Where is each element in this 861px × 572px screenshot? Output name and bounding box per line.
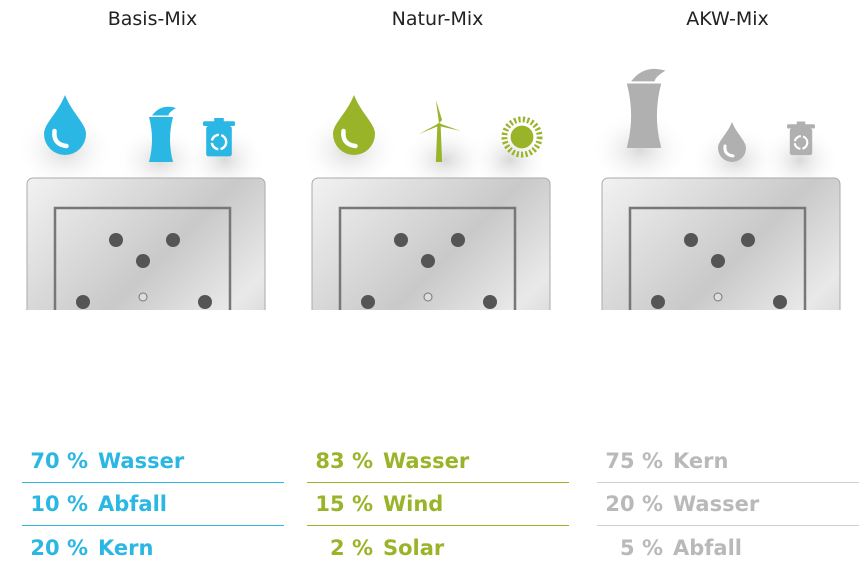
mix-percent: 10 % — [22, 492, 88, 516]
mix-row: 20 % Kern — [22, 526, 284, 569]
column-title: Basis-Mix — [20, 8, 285, 30]
mix-label: Wasser — [673, 492, 759, 516]
mix-label: Abfall — [98, 492, 167, 516]
column-title: AKW-Mix — [595, 8, 860, 30]
mix-list: 70 % Wasser 10 % Abfall 20 % Kern — [22, 440, 284, 569]
mix-label: Solar — [383, 536, 444, 560]
mix-percent: 5 % — [597, 536, 663, 560]
mix-percent: 2 % — [307, 536, 373, 560]
mix-percent: 20 % — [22, 536, 88, 560]
mix-percent: 83 % — [307, 449, 373, 473]
column: Basis-Mix 70 % Wasser 10 % Abfall 20 % Kern — [20, 0, 285, 572]
mix-label: Abfall — [673, 536, 742, 560]
mix-percent: 70 % — [22, 449, 88, 473]
mix-row: 15 % Wind — [307, 483, 569, 526]
mix-percent: 75 % — [597, 449, 663, 473]
column: Natur-Mix 83 % Wasser 15 % Wind 2 % Solar — [305, 0, 570, 572]
column: AKW-Mix 75 % Kern 20 % Wasser 5 % Abfall — [595, 0, 860, 572]
mix-row: 2 % Solar — [307, 526, 569, 569]
mix-row: 5 % Abfall — [597, 526, 859, 569]
mix-percent: 15 % — [307, 492, 373, 516]
mix-label: Kern — [673, 449, 728, 473]
mix-row: 10 % Abfall — [22, 483, 284, 526]
socket-graphic — [20, 50, 285, 430]
mix-percent: 20 % — [597, 492, 663, 516]
mix-label: Wind — [383, 492, 443, 516]
mix-row: 70 % Wasser — [22, 440, 284, 483]
mix-row: 75 % Kern — [597, 440, 859, 483]
page: Basis-Mix 70 % Wasser 10 % Abfall 20 % Kern N… — [0, 0, 861, 572]
mix-row: 83 % Wasser — [307, 440, 569, 483]
mix-label: Wasser — [98, 449, 184, 473]
mix-label: Wasser — [383, 449, 469, 473]
socket-graphic — [305, 50, 570, 430]
mix-row: 20 % Wasser — [597, 483, 859, 526]
mix-list: 75 % Kern 20 % Wasser 5 % Abfall — [597, 440, 859, 569]
mix-list: 83 % Wasser 15 % Wind 2 % Solar — [307, 440, 569, 569]
socket-graphic — [595, 50, 860, 430]
mix-label: Kern — [98, 536, 153, 560]
column-title: Natur-Mix — [305, 8, 570, 30]
